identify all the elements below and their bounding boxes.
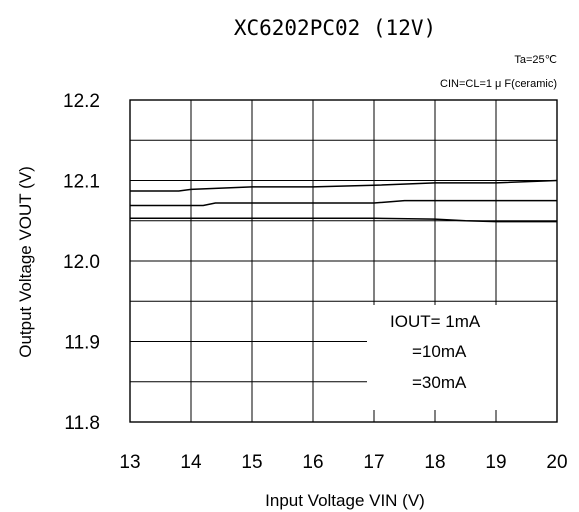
grid <box>130 100 557 422</box>
y-tick-label: 12.0 <box>63 252 100 273</box>
x-tick-label: 19 <box>485 452 506 473</box>
y-tick-label: 12.1 <box>63 172 100 193</box>
x-tick-label: 18 <box>424 452 445 473</box>
x-tick-label: 14 <box>180 452 202 473</box>
series-line-0 <box>130 179 558 192</box>
condition-temperature: Ta=25℃ <box>514 54 557 66</box>
y-tick-label: 11.9 <box>64 333 100 354</box>
chart-title: XC6202PC02 (12V) <box>234 16 436 40</box>
legend-line-1mA: IOUT= 1mA <box>390 312 481 331</box>
y-axis-label: Output Voltage VOUT (V) <box>16 166 35 358</box>
x-tick-label: 13 <box>119 452 140 473</box>
x-tick-label: 15 <box>241 452 262 473</box>
x-tick-label: 16 <box>302 452 323 473</box>
legend-line-30mA: =30mA <box>412 373 467 392</box>
series-line-2 <box>130 217 557 223</box>
x-axis-label: Input Voltage VIN (V) <box>265 491 425 510</box>
x-tick-label: 20 <box>546 452 567 473</box>
legend-line-10mA: =10mA <box>412 342 467 361</box>
series-line-1 <box>130 199 557 207</box>
series-lines <box>130 179 558 223</box>
y-tick-label: 11.8 <box>64 413 100 434</box>
legend-box <box>367 305 559 410</box>
plot-frame <box>129 99 558 423</box>
tick-labels: 13 14 15 16 17 18 19 20 12.2 12.1 12.0 11.9 11.8 <box>63 91 568 473</box>
x-tick-label: 17 <box>363 452 384 473</box>
y-tick-label: 12.2 <box>63 91 100 112</box>
condition-capacitors: CIN=CL=1 μ F(ceramic) <box>440 78 557 90</box>
